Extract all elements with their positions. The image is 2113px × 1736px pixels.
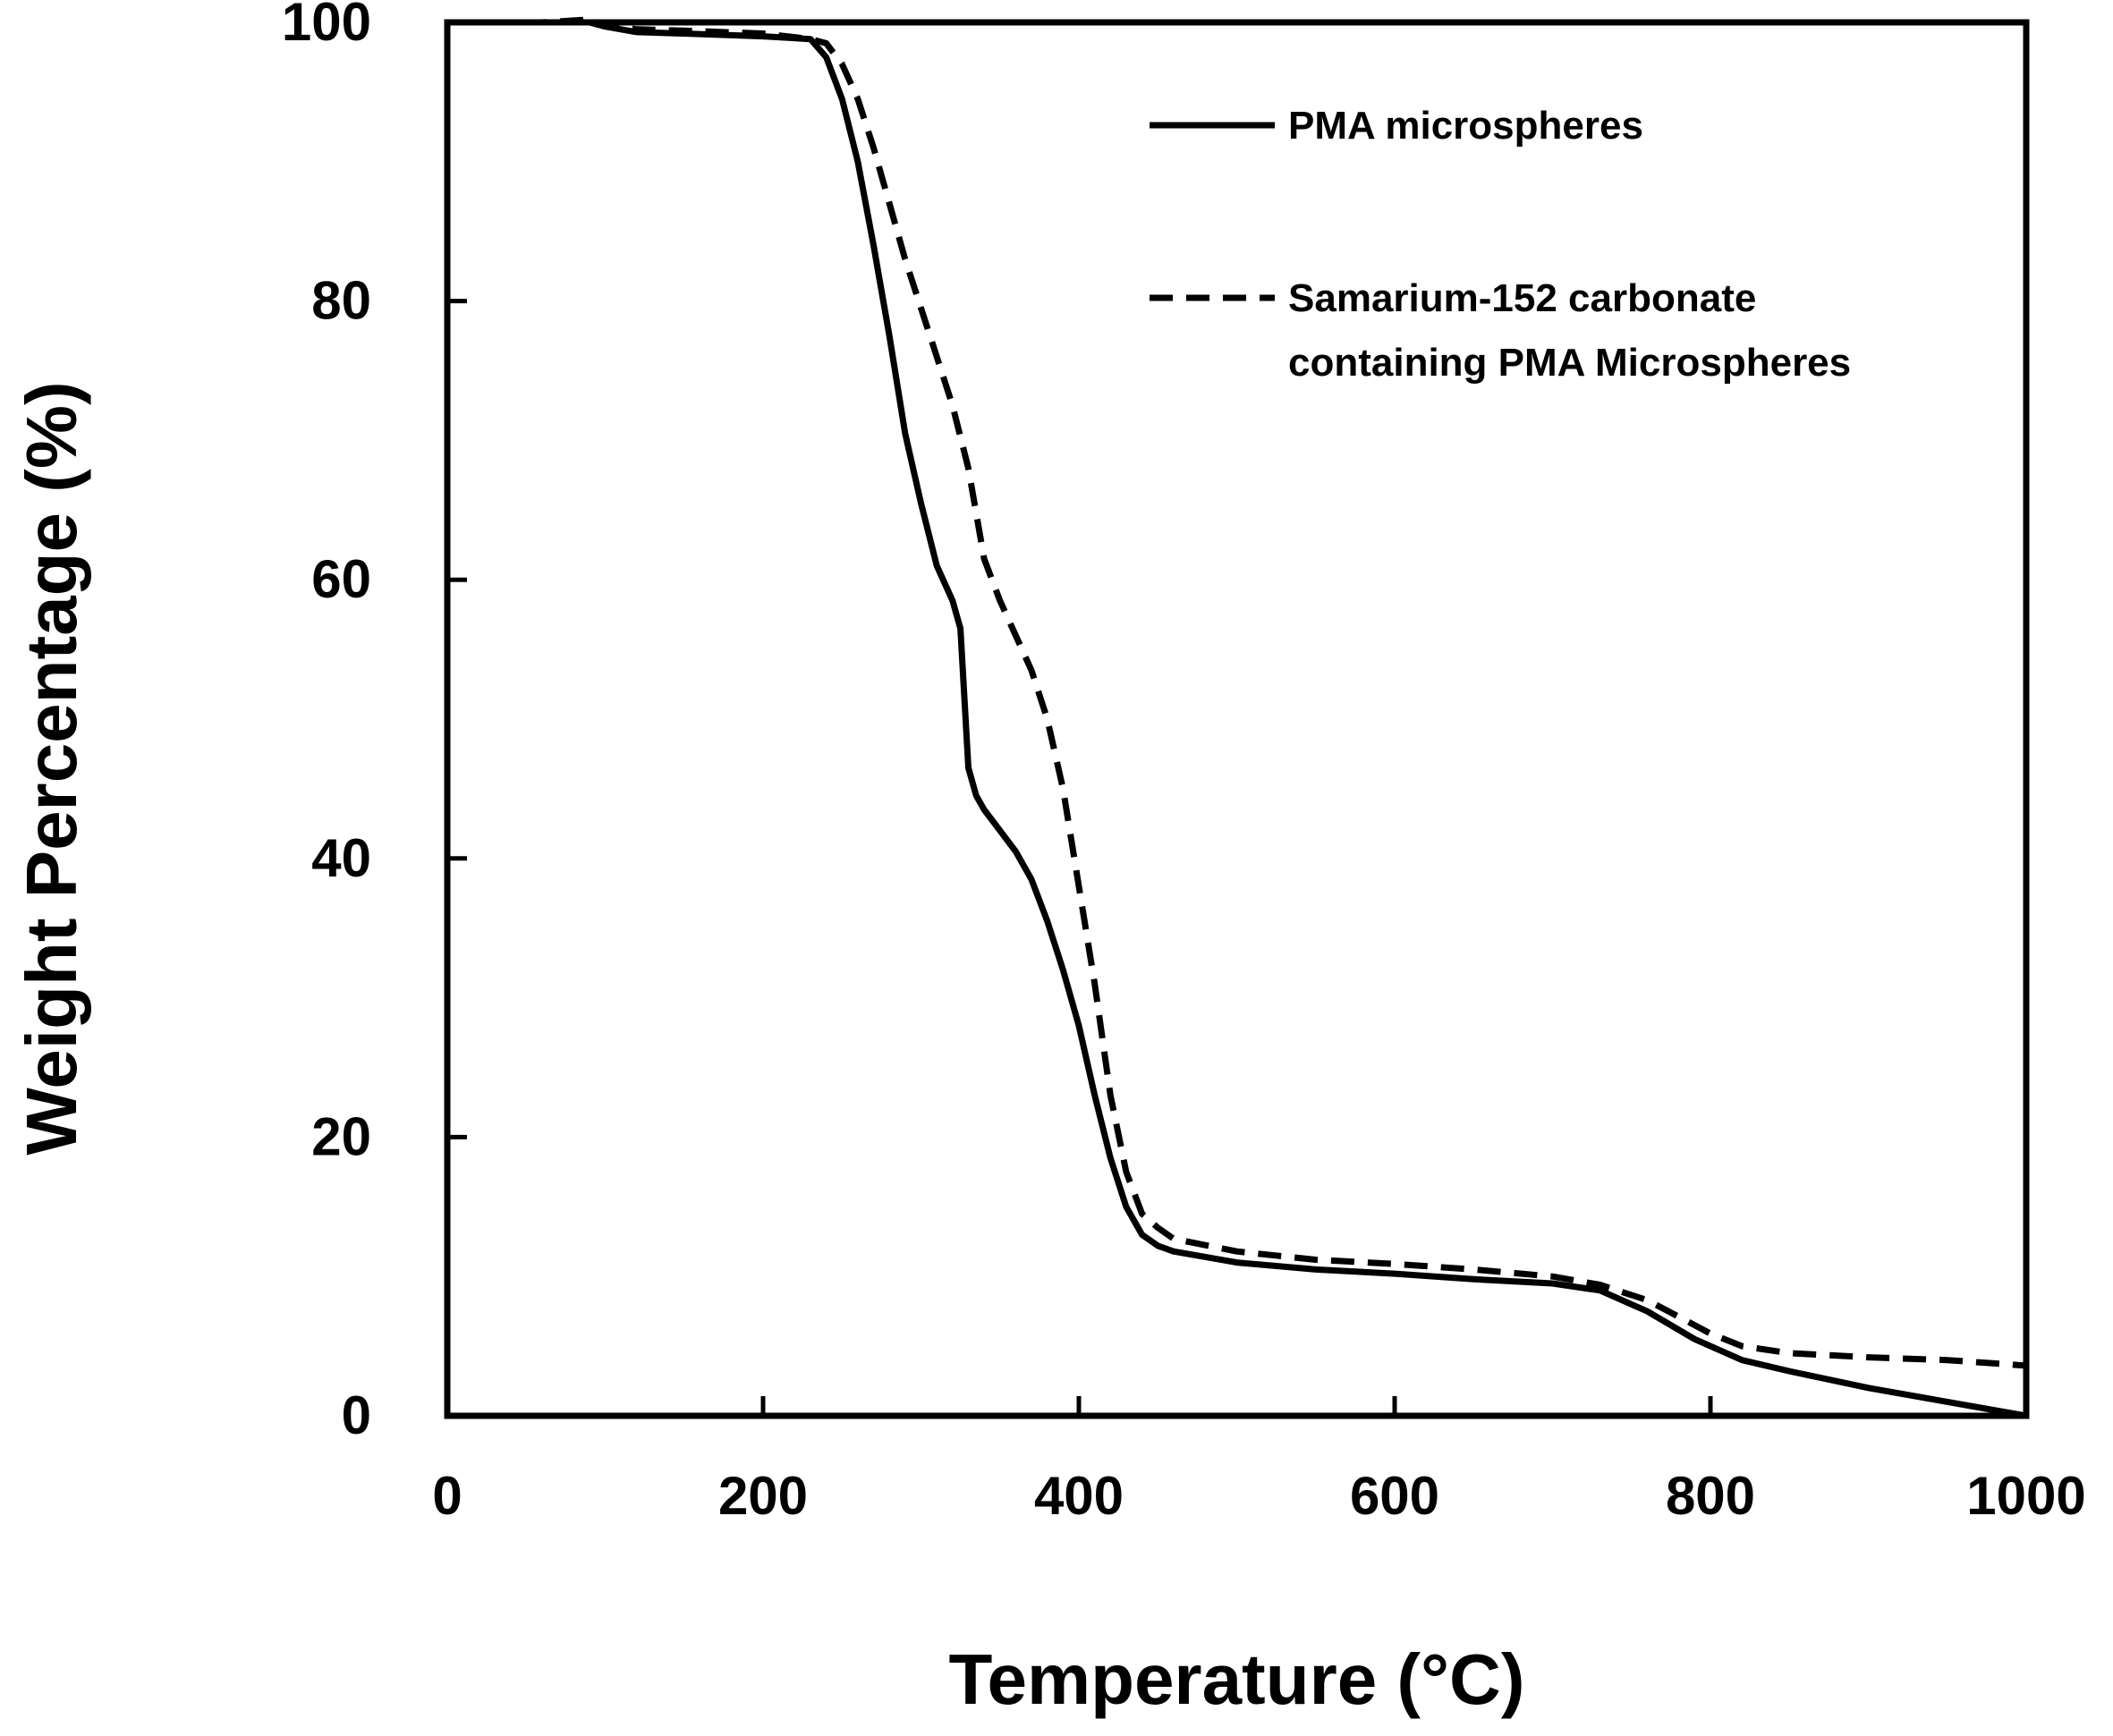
y-tick-label: 40 (311, 828, 371, 888)
x-tick-label: 200 (718, 1466, 808, 1526)
x-axis-title: Temperature (°C) (949, 1639, 1525, 1719)
x-tick-label: 800 (1666, 1466, 1755, 1526)
axes-layer: 0 200 400 600 800 1000 0 20 40 60 80 100 (282, 0, 2086, 1526)
legend: PMA microspheres Samarium-152 carbonate co… (1150, 104, 1851, 385)
y-tick-label: 0 (342, 1385, 371, 1445)
x-tick-label: 400 (1034, 1466, 1124, 1526)
x-tick-label: 1000 (1966, 1466, 2085, 1526)
legend-label-2: Samarium-152 carbonate containing PMA Mic… (1288, 276, 1851, 385)
legend-label-1: PMA microspheres (1288, 104, 1643, 148)
series-line-2 (487, 16, 2027, 1369)
series-line-1 (487, 19, 2027, 1419)
y-tick-label: 20 (311, 1106, 371, 1166)
plot-area (444, 19, 2030, 1419)
plot-frame (444, 19, 2030, 1419)
y-tick-label: 80 (311, 271, 371, 331)
series-layer (487, 16, 2027, 1419)
y-tick-label: 60 (311, 549, 371, 609)
x-tick-label: 600 (1350, 1466, 1439, 1526)
x-tick-label: 0 (432, 1466, 462, 1526)
y-axis-title: Weight Percentage (%) (12, 381, 91, 1155)
y-tick-label: 100 (282, 0, 371, 52)
